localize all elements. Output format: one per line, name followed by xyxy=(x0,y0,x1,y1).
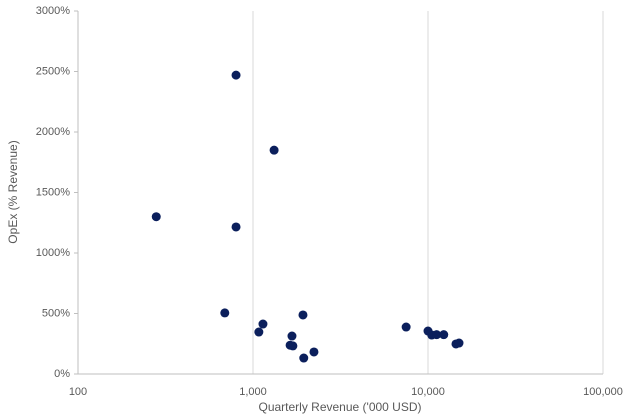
point xyxy=(254,327,264,337)
point xyxy=(454,338,464,348)
y-tick-label: 500% xyxy=(42,307,70,319)
point xyxy=(287,331,297,341)
x-tick-label: 10,000 xyxy=(411,386,445,398)
point xyxy=(299,353,309,363)
x-tick-label: 100,000 xyxy=(583,386,623,398)
y-tick-label: 2000% xyxy=(36,126,70,138)
point xyxy=(231,222,241,232)
y-tick-label: 1500% xyxy=(36,186,70,198)
point xyxy=(269,145,279,155)
x-tick-label: 1,000 xyxy=(239,386,267,398)
y-tick-label: 3000% xyxy=(36,5,70,17)
x-axis-title: Quarterly Revenue ('000 USD) xyxy=(258,400,421,414)
point xyxy=(288,341,298,351)
y-tick-label: 1000% xyxy=(36,247,70,259)
point xyxy=(258,319,268,329)
y-axis-title: OpEx (% Revenue) xyxy=(6,140,20,243)
y-tick-label: 0% xyxy=(54,368,70,380)
x-tick-label: 100 xyxy=(69,386,87,398)
y-tick-label: 2500% xyxy=(36,65,70,77)
point xyxy=(309,347,319,357)
point xyxy=(231,70,241,80)
point xyxy=(439,330,449,340)
point xyxy=(298,310,308,320)
point xyxy=(401,322,411,332)
point xyxy=(432,330,442,340)
point xyxy=(151,212,161,222)
point xyxy=(220,308,230,318)
